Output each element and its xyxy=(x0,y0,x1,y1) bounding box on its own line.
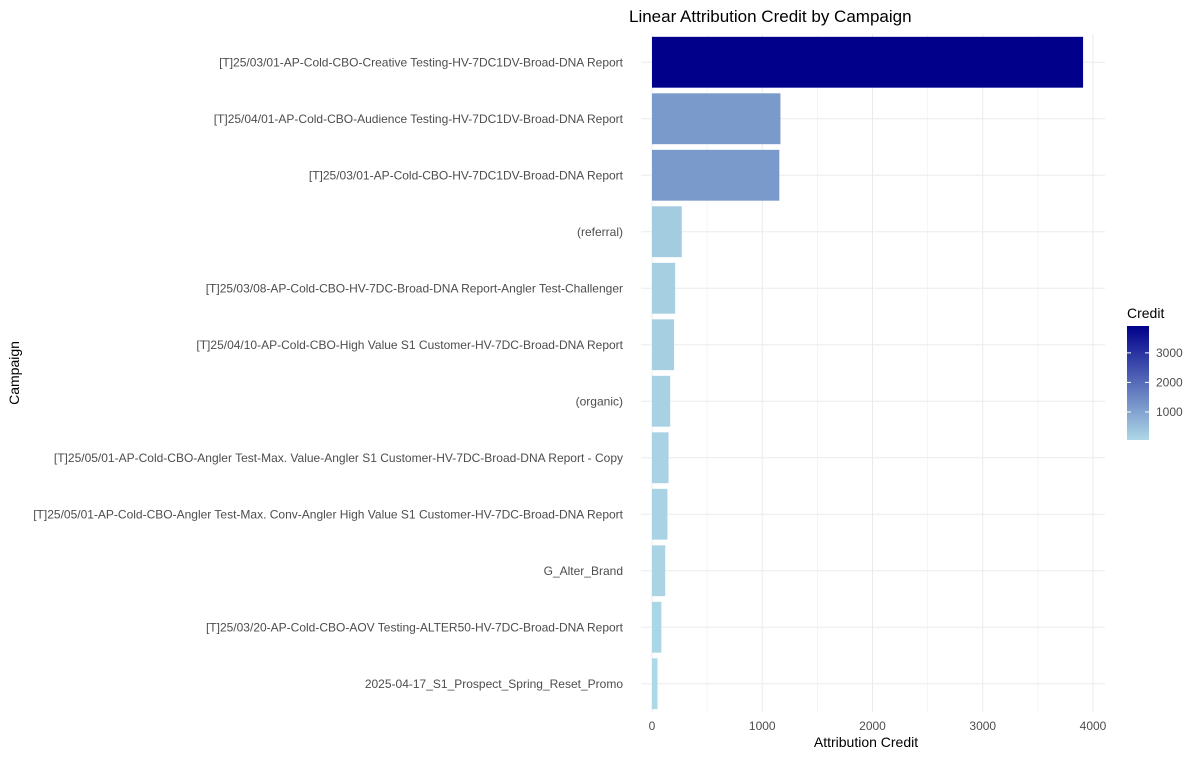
x-tick-label: 4000 xyxy=(1080,719,1107,733)
bar xyxy=(652,375,671,427)
legend-ticks: 1000 2000 3000 xyxy=(1127,346,1183,419)
y-tick-label: [T]25/05/01-AP-Cold-CBO-Angler Test-Max.… xyxy=(54,451,623,465)
bar xyxy=(652,432,669,484)
legend-title: Credit xyxy=(1127,305,1164,321)
y-tick-label: [T]25/03/20-AP-Cold-CBO-AOV Testing-ALTE… xyxy=(206,620,624,634)
y-tick-label: [T]25/03/01-AP-Cold-CBO-HV-7DC1DV-Broad-… xyxy=(309,168,624,182)
x-tick-label: 3000 xyxy=(969,719,996,733)
chart-title: Linear Attribution Credit by Campaign xyxy=(629,7,912,26)
y-tick-label: (referral) xyxy=(577,225,623,239)
bar xyxy=(652,36,1084,88)
bar xyxy=(652,319,675,371)
y-axis-title: Campaign xyxy=(6,341,22,405)
y-tick-label: [T]25/05/01-AP-Cold-CBO-Angler Test-Max.… xyxy=(33,507,623,521)
x-axis-title: Attribution Credit xyxy=(814,734,918,750)
y-tick-labels: [T]25/03/01-AP-Cold-CBO-Creative Testing… xyxy=(33,55,623,691)
legend-colorbar xyxy=(1127,326,1149,440)
bar xyxy=(652,262,676,314)
bar xyxy=(652,488,668,540)
legend-tick-label: 2000 xyxy=(1156,375,1183,389)
x-tick-labels: 0 1000 2000 3000 4000 xyxy=(649,719,1107,733)
bar xyxy=(652,658,658,710)
x-tick-label: 0 xyxy=(649,719,656,733)
bars-layer xyxy=(652,36,1084,710)
bar xyxy=(652,93,781,145)
y-tick-label: [T]25/03/08-AP-Cold-CBO-HV-7DC-Broad-DNA… xyxy=(206,281,623,295)
y-tick-label: [T]25/03/01-AP-Cold-CBO-Creative Testing… xyxy=(219,55,624,69)
x-tick-label: 1000 xyxy=(749,719,776,733)
bar xyxy=(652,545,666,597)
y-tick-label: 2025-04-17_S1_Prospect_Spring_Reset_Prom… xyxy=(365,677,623,691)
bar xyxy=(652,206,682,258)
y-tick-label: [T]25/04/10-AP-Cold-CBO-High Value S1 Cu… xyxy=(196,338,623,352)
y-tick-label: [T]25/04/01-AP-Cold-CBO-Audience Testing… xyxy=(214,112,624,126)
legend-tick-label: 1000 xyxy=(1156,405,1183,419)
color-legend: Credit 1000 2000 3000 xyxy=(1127,305,1183,440)
bar xyxy=(652,601,662,653)
y-tick-label: G_Alter_Brand xyxy=(544,564,623,578)
bar xyxy=(652,149,780,201)
x-tick-label: 2000 xyxy=(859,719,886,733)
y-tick-label: (organic) xyxy=(576,394,623,408)
legend-tick-label: 3000 xyxy=(1156,346,1183,360)
